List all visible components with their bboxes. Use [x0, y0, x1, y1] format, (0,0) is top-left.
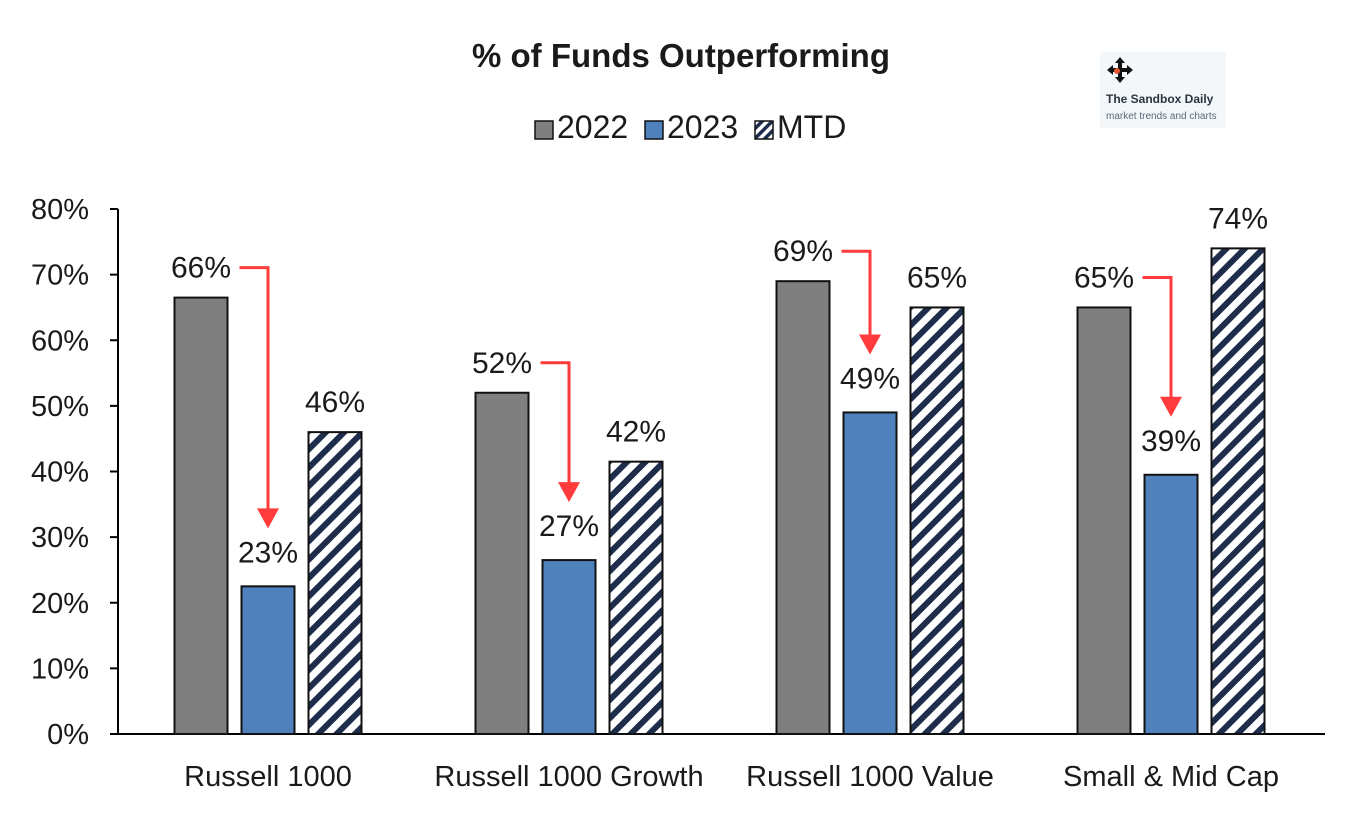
arrow-line — [239, 266, 270, 513]
bar-2023-russell-1000-value — [842, 411, 898, 735]
legend-label-mtd: MTD — [777, 109, 846, 145]
data-label-mtd: 46% — [305, 386, 365, 419]
y-tick-label: 60% — [31, 325, 89, 357]
data-label-mtd: 74% — [1208, 202, 1268, 235]
bar-mtd-russell-1000-growth — [608, 460, 664, 735]
chart-legend: 2022 2023 MTD — [534, 109, 846, 145]
data-label-2023: 49% — [840, 362, 900, 395]
arrow-line — [841, 249, 872, 339]
arrow-line — [1142, 275, 1173, 401]
watermark-badge: The Sandbox Daily market trends and char… — [1100, 52, 1226, 128]
bar-mtd-russell-1000-value — [909, 306, 965, 735]
x-axis: Russell 1000 Russell 1000 Growth Russell 1… — [118, 733, 1325, 793]
bar-2023-small-mid-cap — [1143, 473, 1199, 735]
y-tick-label: 0% — [47, 719, 89, 751]
arrow-head — [859, 334, 881, 355]
legend-swatch-2022 — [534, 120, 554, 140]
data-labels-layer: 66% 46% 23% 52% 42% 27% 69% 65% 49% 65% 74% 39% — [171, 202, 1268, 569]
watermark-subtitle: market trends and charts — [1106, 111, 1217, 122]
category-label: Russell 1000 Growth — [434, 761, 703, 793]
legend-swatch-mtd — [754, 120, 774, 140]
y-tick-label: 70% — [31, 260, 89, 292]
data-label-2022: 66% — [171, 252, 231, 285]
bar-mtd-small-mid-cap — [1210, 247, 1266, 735]
legend-swatch-2023 — [644, 120, 664, 140]
data-label-2023: 23% — [238, 536, 298, 569]
y-tick-label: 30% — [31, 522, 89, 554]
y-tick-label: 20% — [31, 588, 89, 620]
bar-mtd-russell-1000 — [307, 431, 363, 735]
bar-2022-russell-1000-growth — [474, 391, 530, 735]
move-icon — [1107, 57, 1133, 83]
bar-2022-russell-1000-value — [775, 280, 831, 735]
data-label-2023: 27% — [539, 510, 599, 543]
arrow-head — [558, 482, 580, 503]
y-tick-label: 40% — [31, 457, 89, 489]
legend-label-2023: 2023 — [667, 109, 738, 145]
data-label-mtd: 42% — [606, 416, 666, 449]
category-label: Small & Mid Cap — [1063, 761, 1279, 793]
bars-layer — [173, 247, 1266, 735]
y-axis: 0% 10% 20% 30% 40% 50% 60% 70% 80% — [31, 194, 119, 751]
watermark-title: The Sandbox Daily — [1106, 92, 1214, 106]
data-label-2023: 39% — [1141, 425, 1201, 458]
arrows-layer — [239, 249, 1182, 529]
y-tick-label: 80% — [31, 194, 89, 226]
y-tick-label: 50% — [31, 391, 89, 423]
arrow-head — [257, 508, 279, 529]
data-label-2022: 69% — [773, 235, 833, 268]
bar-2023-russell-1000 — [240, 585, 296, 735]
y-tick-label: 10% — [31, 653, 89, 685]
arrow-head — [1160, 396, 1182, 417]
bar-2022-russell-1000 — [173, 296, 229, 735]
arrow-line — [540, 361, 571, 487]
data-label-2022: 52% — [472, 347, 532, 380]
data-label-2022: 65% — [1074, 261, 1134, 294]
bar-2023-russell-1000-growth — [541, 559, 597, 735]
category-label: Russell 1000 Value — [746, 761, 994, 793]
category-label: Russell 1000 — [184, 761, 352, 793]
bar-2022-small-mid-cap — [1076, 306, 1132, 735]
legend-label-2022: 2022 — [557, 109, 628, 145]
chart-title: % of Funds Outperforming — [472, 37, 890, 74]
data-label-mtd: 65% — [907, 261, 967, 294]
